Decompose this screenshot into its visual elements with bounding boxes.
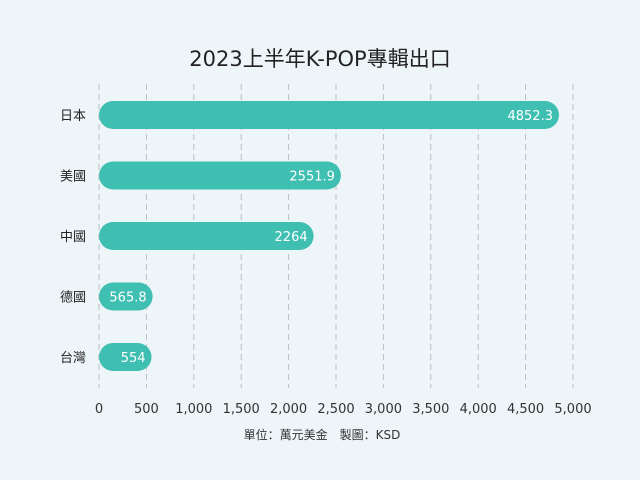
bar	[99, 222, 314, 250]
bar	[99, 343, 152, 371]
chart-title: 2023上半年K-POP專輯出口	[189, 47, 450, 71]
category-label: 中國	[60, 230, 86, 245]
bar	[99, 101, 559, 129]
category-label: 美國	[60, 170, 86, 185]
x-tick-label: 1,500	[223, 402, 260, 417]
x-axis-ticks: 0 500 1,000 1,500 2,000 2,500 3,000 3,500 4,000 4…	[95, 402, 592, 417]
bar-value-label: 554	[121, 351, 146, 366]
x-tick-label: 4,500	[507, 402, 544, 417]
x-tick-label: 1,000	[175, 402, 212, 417]
x-tick-label: 4,000	[460, 402, 497, 417]
bar-value-label: 4852.3	[507, 109, 553, 124]
x-tick-label: 3,000	[365, 402, 402, 417]
bar-value-label: 565.8	[109, 291, 146, 306]
category-label: 日本	[60, 109, 86, 124]
bars: 4852.3 2551.9 2264 565.8 554	[99, 101, 559, 371]
x-tick-label: 2,000	[270, 402, 307, 417]
category-label: 德國	[60, 291, 86, 306]
x-tick-label: 2,500	[317, 402, 354, 417]
bar	[99, 161, 341, 190]
x-tick-label: 0	[95, 402, 103, 417]
footnote: 單位：萬元美金 製圖：KSD	[244, 427, 401, 442]
bar	[99, 282, 153, 311]
x-tick-label: 3,500	[412, 402, 449, 417]
x-tick-label: 5,000	[554, 402, 591, 417]
category-label: 台灣	[60, 351, 86, 366]
bar-value-label: 2551.9	[289, 170, 335, 185]
x-tick-label: 500	[134, 402, 159, 417]
bar-value-label: 2264	[275, 230, 308, 245]
